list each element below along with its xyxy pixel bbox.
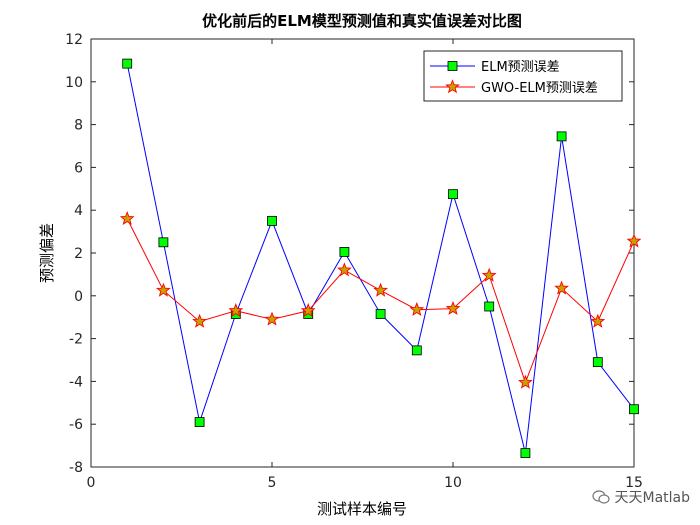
data-point: [300, 303, 316, 318]
series-1: [122, 58, 639, 458]
series-2: [119, 211, 642, 389]
data-point: [554, 280, 569, 295]
legend-label: ELM预测误差: [481, 60, 560, 75]
data-point: [158, 237, 169, 248]
data-point: [556, 131, 567, 142]
legend: ELM预测误差 GWO-ELM预测误差: [423, 50, 623, 102]
y-tick-label: 10: [65, 75, 83, 91]
y-tick-label: -2: [69, 332, 83, 348]
legend-label: GWO-ELM预测误差: [481, 81, 598, 96]
data-point: [484, 301, 495, 312]
y-tick-label: 8: [74, 118, 83, 134]
legend-box: [423, 50, 623, 102]
data-point: [267, 215, 277, 226]
y-tick-label: 6: [74, 160, 83, 176]
data-point: [592, 357, 603, 368]
data-point: [626, 233, 642, 248]
data-point: [518, 374, 533, 389]
y-tick-label: -8: [69, 460, 83, 476]
chart-title: 优化前后的ELM模型预测值和真实值误差对比图: [202, 12, 522, 30]
legend-marker: [445, 79, 460, 94]
data-point: [445, 300, 461, 315]
x-tick-label: 10: [444, 475, 462, 491]
y-tick-label: 0: [74, 289, 83, 305]
watermark-text: 天天Matlab: [614, 490, 690, 506]
data-point: [156, 282, 171, 297]
wechat-icon: [592, 490, 611, 504]
plot-area: [90, 38, 635, 468]
y-tick-label: 4: [74, 203, 83, 219]
data-point: [590, 313, 606, 328]
x-tick-label: 15: [625, 475, 643, 491]
series-layer: [119, 58, 642, 458]
data-point: [337, 262, 352, 277]
y-tick-label: -4: [69, 374, 83, 390]
data-point: [122, 58, 133, 69]
data-point: [339, 247, 350, 257]
data-point: [629, 404, 639, 415]
y-axis-label: 预测偏差: [38, 223, 56, 283]
data-point: [228, 303, 244, 318]
watermark: 天天Matlab: [592, 487, 690, 507]
x-tick-label: 0: [87, 475, 96, 491]
data-point: [375, 309, 386, 319]
y-tick-label: 2: [74, 246, 83, 262]
data-point: [373, 282, 388, 297]
data-point: [411, 345, 422, 356]
y-tick-label: -6: [69, 417, 83, 433]
legend-item: GWO-ELM预测误差: [430, 79, 598, 96]
data-point: [264, 311, 280, 326]
data-point: [448, 189, 458, 200]
data-point: [192, 313, 207, 328]
axis-ticks: 0 5 10 15 -8 -6 -4 -2 0 2 4 6 8 10 12: [65, 32, 643, 491]
y-tick-label: 12: [65, 32, 83, 48]
legend-item: ELM预测误差: [430, 60, 560, 75]
data-point: [119, 211, 135, 226]
data-point: [409, 301, 425, 316]
legend-marker: [447, 61, 458, 71]
x-tick-label: 5: [268, 475, 277, 491]
x-axis-label: 测试样本编号: [317, 500, 407, 518]
data-point: [194, 417, 205, 427]
data-point: [481, 267, 497, 282]
data-point: [520, 448, 531, 458]
